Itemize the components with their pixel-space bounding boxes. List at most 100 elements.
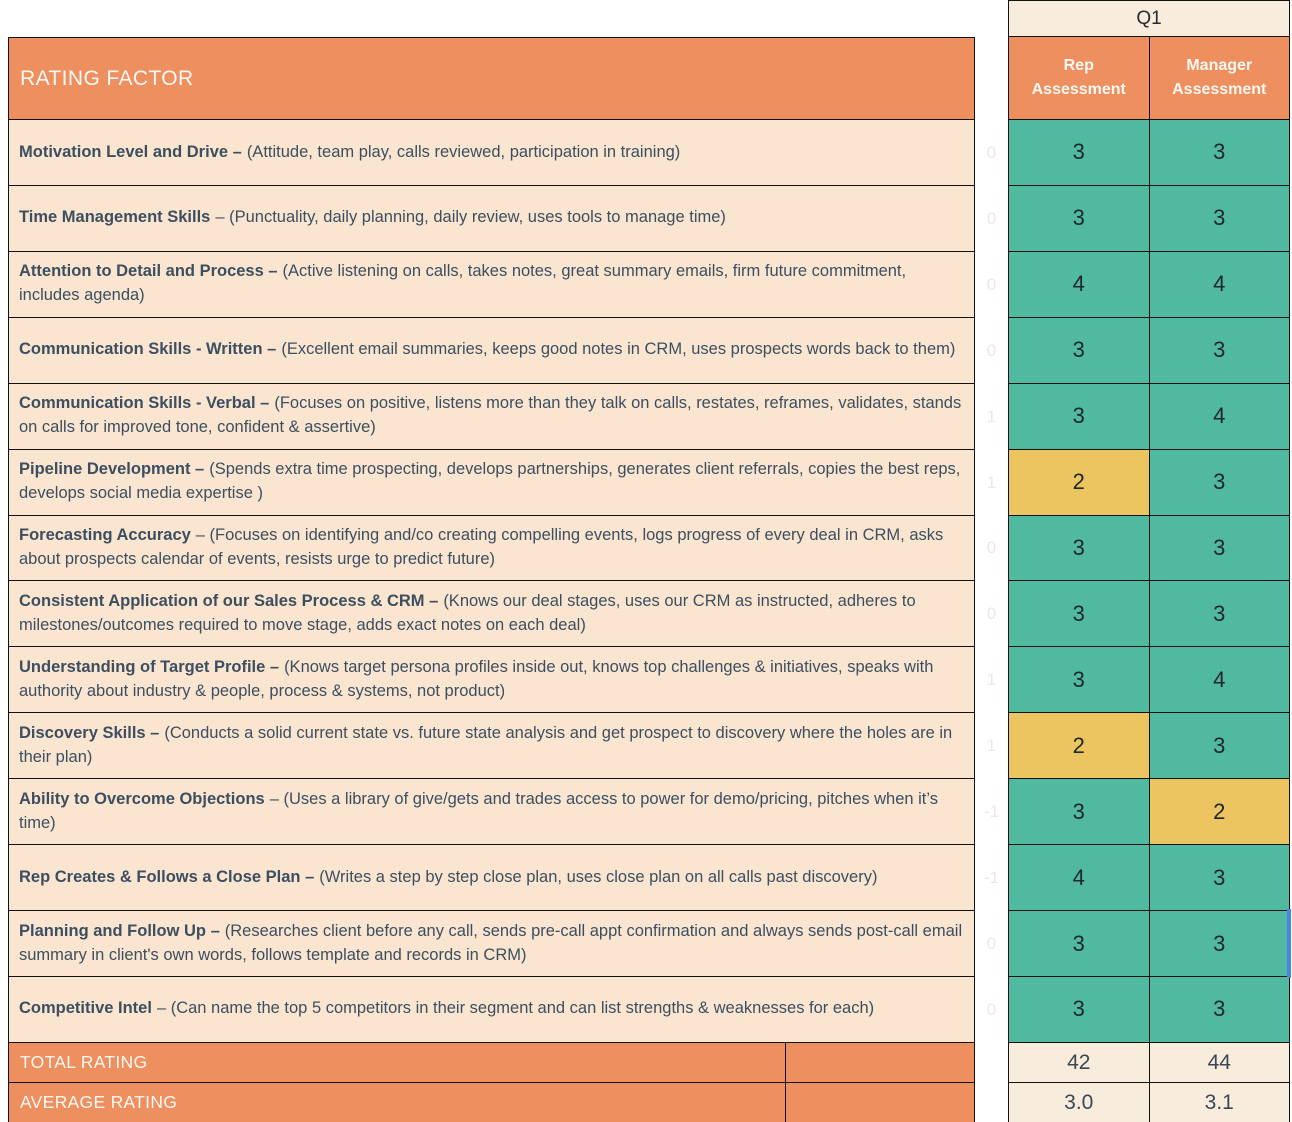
rep-score-cell[interactable]: 4	[1009, 251, 1150, 317]
average-rep-cell[interactable]: 3.0	[1009, 1083, 1150, 1122]
manager-score-cell[interactable]: 3	[1149, 713, 1289, 779]
rep-score-cell[interactable]: 2	[1009, 713, 1150, 779]
manager-assessment-header-cell[interactable]: Manager Assessment	[1150, 37, 1290, 119]
rating-factor-description: (Writes a step by step close plan, uses …	[319, 867, 878, 886]
quarter-header-cell[interactable]: Q1	[1008, 0, 1290, 37]
manager-score-cell[interactable]: 4	[1149, 647, 1289, 713]
rating-factor-description: (Attitude, team play, calls reviewed, pa…	[246, 142, 681, 161]
rating-factor-title: Consistent Application of our Sales Proc…	[19, 591, 439, 610]
manager-score-cell[interactable]: 4	[1149, 251, 1289, 317]
diff-value-cell[interactable]: 0	[986, 934, 997, 954]
total-rep-cell[interactable]: 42	[1009, 1043, 1150, 1082]
rating-row-9[interactable]: Understanding of Target Profile – (Knows …	[9, 647, 974, 714]
rating-factor-description: (Knows our deal stages, uses our CRM as …	[19, 591, 921, 634]
manager-score-cell[interactable]: 3	[1149, 581, 1289, 647]
diff-value-cell[interactable]: -1	[983, 802, 1000, 822]
rep-score-cell[interactable]: 3	[1009, 120, 1150, 185]
rep-score-cell[interactable]: 3	[1009, 581, 1150, 647]
manager-score-cell[interactable]: 3	[1149, 317, 1289, 383]
rating-row-text: Consistent Application of our Sales Proc…	[19, 590, 966, 638]
rep-score-cell[interactable]: 3	[1009, 317, 1150, 383]
rating-factor-title: Pipeline Development –	[19, 460, 205, 479]
rating-row-text: Communication Skills - Verbal – (Focuses …	[19, 392, 966, 440]
total-manager-value: 44	[1207, 1050, 1231, 1074]
rep-score-cell[interactable]: 3	[1009, 515, 1150, 581]
rating-row-11[interactable]: Ability to Overcome Objections – (Uses a …	[9, 779, 974, 846]
average-manager-cell[interactable]: 3.1	[1150, 1083, 1290, 1122]
diff-value-cell[interactable]: 1	[986, 670, 997, 690]
rating-row-12[interactable]: Rep Creates & Follows a Close Plan – (Wri…	[9, 845, 974, 912]
total-rating-spacer-cell[interactable]	[786, 1043, 974, 1082]
diff-value-cell[interactable]: 0	[986, 340, 997, 360]
rating-factor-title: Rep Creates & Follows a Close Plan –	[19, 867, 315, 886]
manager-score-cell[interactable]: 3	[1149, 185, 1289, 251]
manager-score-cell[interactable]: 3	[1149, 909, 1291, 978]
diff-value-cell[interactable]: 0	[986, 208, 997, 228]
average-score-row: 3.0 3.1	[1008, 1083, 1290, 1122]
rating-row-10[interactable]: Discovery Skills – (Conducts a solid curr…	[9, 713, 974, 780]
average-rating-label-cell[interactable]: AVERAGE RATING	[9, 1083, 786, 1122]
manager-score-cell[interactable]: 3	[1149, 515, 1289, 581]
total-rating-row: TOTAL RATING	[8, 1043, 975, 1083]
rating-row-text: Motivation Level and Drive – (Attitude, t…	[19, 141, 680, 165]
rating-row-1[interactable]: Motivation Level and Drive – (Attitude, t…	[9, 120, 974, 186]
rating-row-text: Communication Skills - Written – (Excelle…	[19, 338, 955, 362]
rating-factor-description: (Conducts a solid current state vs. futu…	[19, 723, 957, 766]
manager-score-cell[interactable]: 3	[1149, 976, 1289, 1042]
rep-score-cell[interactable]: 3	[1009, 911, 1150, 976]
manager-score-cell[interactable]: 4	[1149, 383, 1289, 449]
rating-factor-header-cell[interactable]: RATING FACTOR	[8, 37, 975, 120]
total-score-row: 42 44	[1008, 1043, 1290, 1083]
diff-value-cell[interactable]: 0	[986, 538, 997, 558]
rep-score-cell[interactable]: 3	[1009, 647, 1150, 713]
diff-value-cell[interactable]: -1	[983, 868, 1000, 888]
rating-factor-rows: Motivation Level and Drive – (Attitude, t…	[8, 120, 975, 1043]
diff-value-cell[interactable]: 1	[986, 736, 997, 756]
diff-value-cell[interactable]: 0	[986, 274, 997, 294]
total-rep-value: 42	[1067, 1050, 1091, 1074]
rep-score-cell[interactable]: 4	[1009, 845, 1150, 911]
diff-value-cell[interactable]: 0	[986, 604, 997, 624]
diff-value-cell[interactable]: 0	[986, 142, 997, 162]
rating-row-4[interactable]: Communication Skills - Written – (Excelle…	[9, 317, 974, 384]
average-rating-spacer-cell[interactable]	[786, 1083, 974, 1122]
rating-row-5[interactable]: Communication Skills - Verbal – (Focuses …	[9, 383, 974, 450]
manager-score-cell[interactable]: 3	[1149, 120, 1289, 185]
rep-score-cell[interactable]: 3	[1009, 185, 1150, 251]
rep-score-cell[interactable]: 2	[1009, 449, 1150, 515]
rep-assessment-header-cell[interactable]: Rep Assessment	[1009, 37, 1150, 119]
rating-factor-description: – (Punctuality, daily planning, daily re…	[215, 208, 726, 227]
rating-row-3[interactable]: Attention to Detail and Process – (Active…	[9, 251, 974, 318]
rating-row-13[interactable]: Planning and Follow Up – (Researches clie…	[9, 911, 974, 977]
rating-row-text: Competitive Intel – (Can name the top 5 c…	[19, 997, 874, 1021]
manager-score-cell[interactable]: 3	[1149, 845, 1289, 911]
rep-score-cell[interactable]: 3	[1009, 383, 1150, 449]
average-rep-value: 3.0	[1064, 1090, 1094, 1114]
rep-score-cell[interactable]: 3	[1009, 976, 1150, 1042]
diff-value-cell[interactable]: 1	[986, 472, 997, 492]
quarter-label: Q1	[1136, 7, 1162, 29]
rating-row-14[interactable]: Competitive Intel – (Can name the top 5 c…	[9, 976, 974, 1043]
total-rating-label-cell[interactable]: TOTAL RATING	[9, 1043, 786, 1082]
rating-row-2[interactable]: Time Management Skills – (Punctuality, da…	[9, 185, 974, 252]
rating-factor-table: RATING FACTOR Motivation Level and Drive…	[8, 37, 975, 1122]
diff-value-cell[interactable]: 1	[986, 406, 997, 426]
rep-score-cell[interactable]: 3	[1009, 779, 1150, 845]
rating-row-8[interactable]: Consistent Application of our Sales Proc…	[9, 581, 974, 648]
rating-factor-description: – (Can name the top 5 competitors in the…	[156, 999, 875, 1018]
manager-score-cell[interactable]: 2	[1149, 779, 1289, 845]
rating-row-text: Attention to Detail and Process – (Active…	[19, 260, 966, 308]
rating-row-7[interactable]: Forecasting Accuracy – (Focuses on identi…	[9, 515, 974, 582]
rating-row-6[interactable]: Pipeline Development – (Spends extra time…	[9, 449, 974, 516]
manager-score-cell[interactable]: 3	[1149, 449, 1289, 515]
total-manager-cell[interactable]: 44	[1150, 1043, 1290, 1082]
diff-value-cell[interactable]: 0	[986, 999, 997, 1019]
